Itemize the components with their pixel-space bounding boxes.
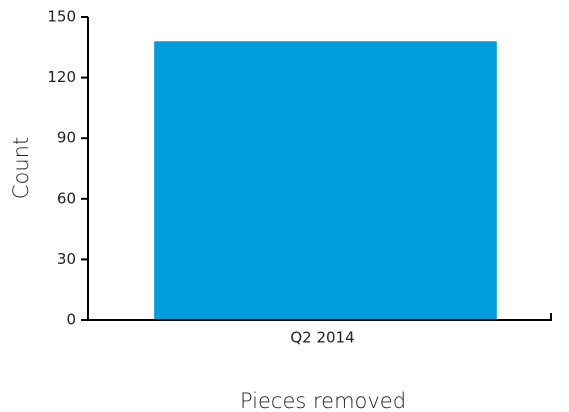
y-tick-label: 150 bbox=[47, 8, 76, 26]
bar bbox=[154, 41, 497, 321]
y-tick-label: 30 bbox=[57, 250, 76, 268]
x-tick-label: Q2 2014 bbox=[290, 329, 354, 347]
y-tick-label: 120 bbox=[47, 68, 76, 86]
y-tick-label: 60 bbox=[57, 189, 76, 207]
y-tick-label: 90 bbox=[57, 129, 76, 147]
y-tick-label: 0 bbox=[66, 311, 76, 329]
x-axis-title: Pieces removed bbox=[240, 389, 406, 412]
y-axis-title: Count bbox=[9, 137, 33, 199]
